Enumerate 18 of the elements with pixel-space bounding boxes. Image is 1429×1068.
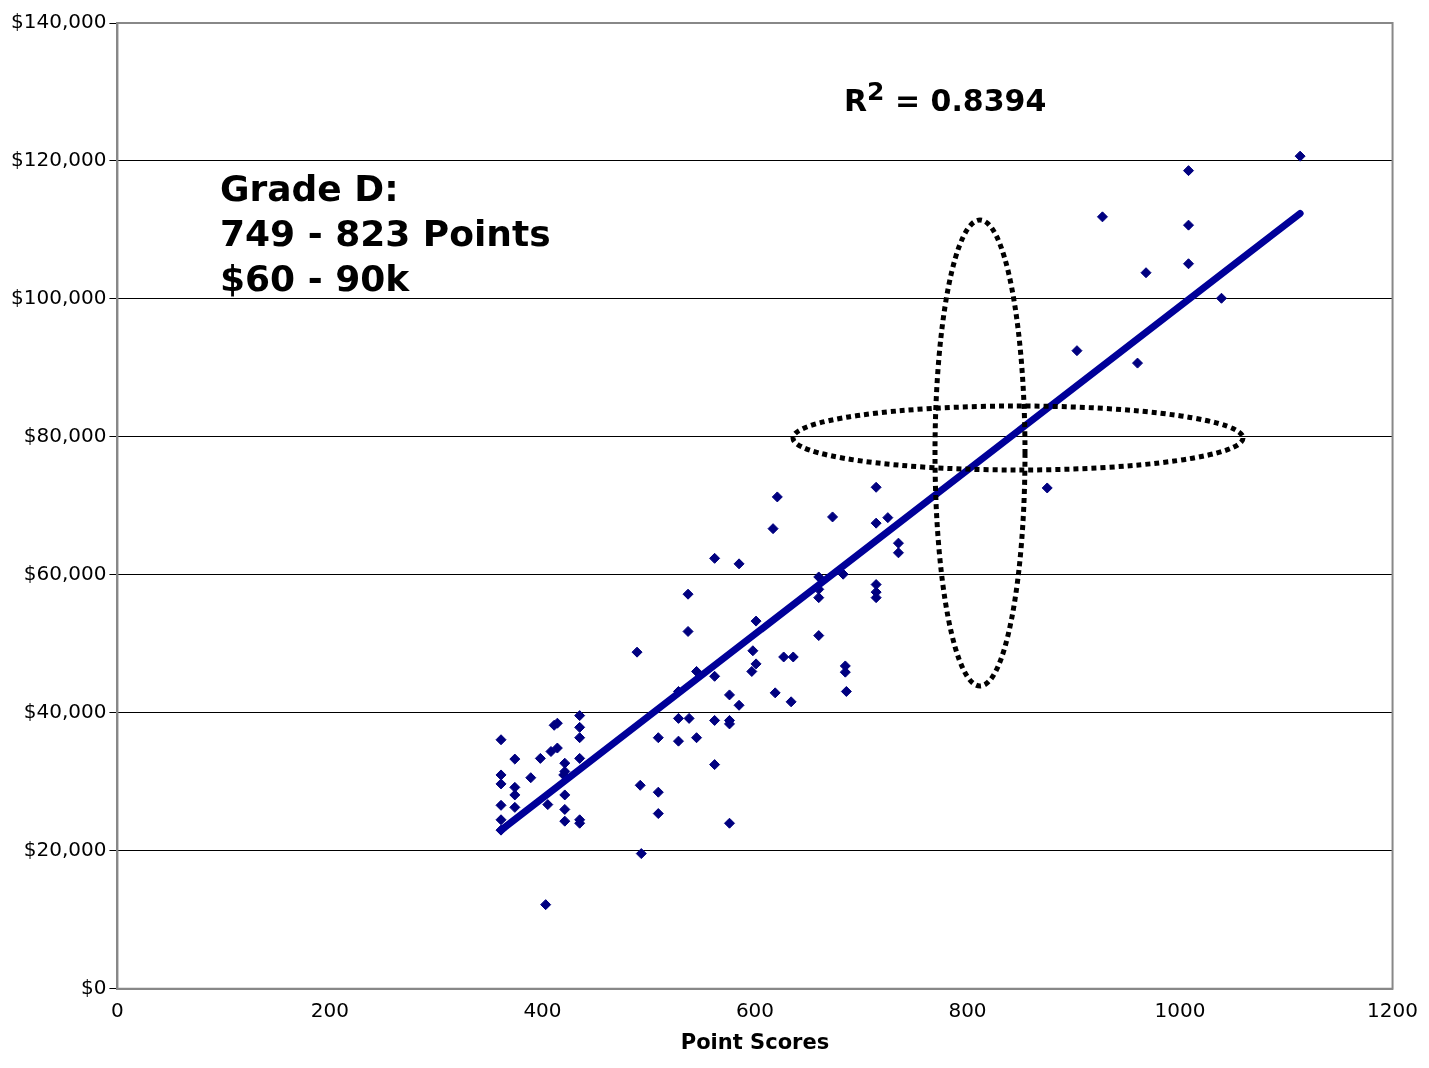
y-tick-label: $60,000 <box>23 561 107 586</box>
annotation: Grade D: 749 - 823 Points $60 - 90k <box>220 167 551 301</box>
y-tick-label: $140,000 <box>10 9 107 34</box>
x-tick-label: 600 <box>735 998 775 1022</box>
y-tick-label: $120,000 <box>10 147 107 172</box>
x-tick-label: 1200 <box>1367 998 1418 1022</box>
y-tick-label: $40,000 <box>23 699 107 724</box>
x-tick-label: 400 <box>523 998 562 1022</box>
x-tick-label: 1000 <box>1154 998 1206 1022</box>
x-tick-label: 0 <box>111 998 124 1022</box>
y-tick-label: $0 <box>80 975 107 999</box>
x-tick-label: 200 <box>310 998 350 1022</box>
y-tick-label: $20,000 <box>23 837 107 862</box>
x-tick-label: 800 <box>948 998 987 1022</box>
y-tick-label: $80,000 <box>23 423 107 448</box>
y-tick-label: $100,000 <box>10 285 107 310</box>
x-axis-title: Point Scores <box>680 1029 830 1054</box>
annotation: R$^{2}$ = 0.8394 <box>844 76 1047 120</box>
